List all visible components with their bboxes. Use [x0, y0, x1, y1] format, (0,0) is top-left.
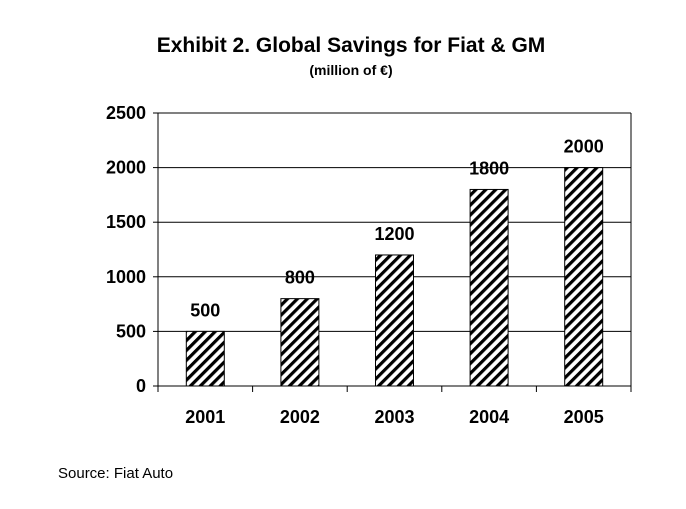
source-note: Source: Fiat Auto [58, 465, 174, 482]
x-tick-label: 2001 [185, 407, 225, 427]
bar-2003 [375, 254, 414, 387]
data-labels: 500 800 1200 1800 2000 [190, 137, 603, 321]
y-tick-label: 2000 [106, 158, 146, 178]
y-tick-label: 1000 [106, 267, 146, 287]
gridlines [157, 112, 632, 387]
chart-subtitle: (million of €) [309, 62, 392, 78]
data-label: 800 [285, 268, 315, 288]
y-tick-label: 0 [136, 376, 146, 396]
bar-2002 [280, 298, 320, 387]
data-label: 1800 [469, 158, 509, 178]
data-label: 500 [190, 300, 220, 320]
chart-title: Exhibit 2. Global Savings for Fiat & GM [157, 34, 546, 57]
x-axis-ticks: 2001 2002 2003 2004 2005 [157, 386, 632, 427]
y-tick-label: 2500 [106, 103, 146, 123]
x-tick-label: 2003 [374, 407, 414, 427]
bar-2005 [564, 167, 604, 387]
x-tick-label: 2002 [280, 407, 320, 427]
data-label: 2000 [564, 137, 604, 157]
bar-2001 [185, 330, 225, 387]
data-label: 1200 [374, 224, 414, 244]
y-tick-label: 1500 [106, 212, 146, 232]
x-tick-label: 2005 [564, 407, 604, 427]
bars [185, 167, 604, 387]
y-axis-ticks: 0 500 1000 1500 2000 2500 [106, 103, 158, 396]
y-tick-label: 500 [116, 321, 146, 341]
bar-2004 [469, 188, 509, 387]
x-tick-label: 2004 [469, 407, 509, 427]
